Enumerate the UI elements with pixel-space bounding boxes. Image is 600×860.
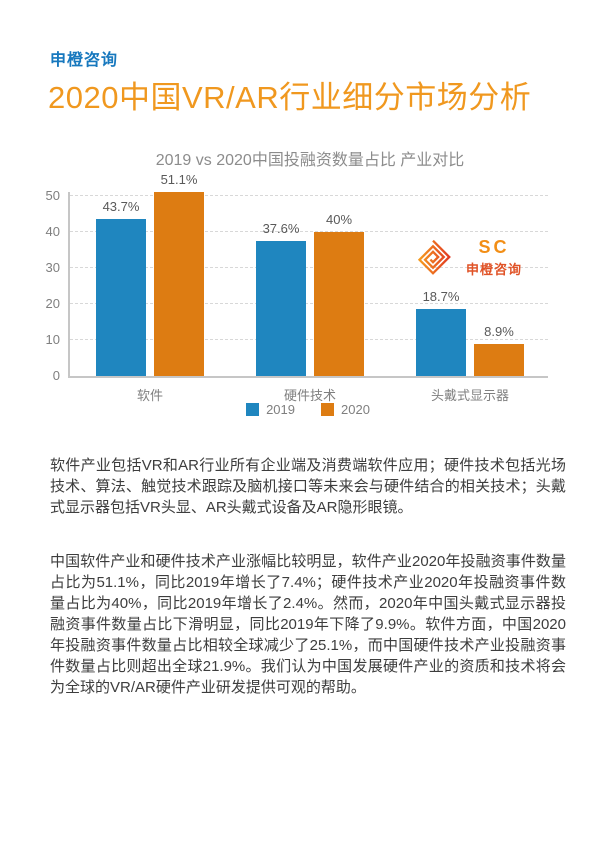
gridline-50 <box>70 195 548 196</box>
x-axis-label-硬件技术: 硬件技术 <box>283 388 336 403</box>
paragraph-analysis: 中国软件产业和硬件技术产业涨幅比较明显，软件产业2020年投融资事件数量占比为5… <box>50 553 566 696</box>
paragraph-definitions: 软件产业包括VR和AR行业所有企业端及消费端软件应用；硬件技术包括光场技术、算法… <box>50 457 566 516</box>
gridline-40 <box>70 231 548 232</box>
value-label-2019-软件: 43.7% <box>102 198 140 214</box>
diamond-spiral-icon <box>417 239 451 275</box>
gridline-30 <box>70 267 548 268</box>
legend-swatch-2019 <box>246 403 260 416</box>
logo-company-name: 申橙咨询 <box>466 261 523 277</box>
legend-swatch-2020 <box>321 403 334 416</box>
value-label-2020-头戴式显示器: 8.9% <box>484 323 514 339</box>
bar-2020-硬件技术 <box>314 232 364 376</box>
plot-area: 0 10 20 30 40 50 43.7% 51.1% 软件 37.6% 40% 硬件技术 18.7%… <box>46 172 548 403</box>
value-label-2019-硬件技术: 37.6% <box>262 220 300 236</box>
chart-title: 2019 vs 2020中国投融资数量占比 产业对比 <box>155 152 465 169</box>
bar-2019-软件 <box>96 218 146 376</box>
value-label-2020-硬件技术: 40% <box>325 212 353 227</box>
y-tick-label: 10 <box>45 332 60 347</box>
x-axis-label-软件: 软件 <box>136 388 163 403</box>
y-tick-label: 0 <box>52 368 60 383</box>
gridline-20 <box>70 303 548 304</box>
legend-label-2020: 2020 <box>341 402 370 417</box>
legend-label-2019: 2019 <box>266 402 295 417</box>
logo-text: SC 申橙咨询 <box>466 237 522 278</box>
value-label-2020-软件: 51.1% <box>160 172 198 188</box>
bar-2019-头戴式显示器 <box>416 308 466 376</box>
legend-item-2020: 2020 <box>321 402 370 417</box>
company-logo: SC 申橙咨询 <box>410 234 522 280</box>
y-tick-label: 30 <box>45 260 60 275</box>
logo-monogram: SC <box>478 236 510 257</box>
page-title: 2020中国VR/AR行业细分市场分析 <box>48 80 532 115</box>
bar-2019-硬件技术 <box>256 240 306 376</box>
chart-legend: 2019 2020 <box>68 402 548 417</box>
legend-item-2019: 2019 <box>246 402 295 417</box>
value-label-2019-头戴式显示器: 18.7% <box>422 288 460 304</box>
bar-2020-软件 <box>154 192 204 376</box>
gridline-10 <box>70 339 548 340</box>
y-tick-label: 50 <box>45 188 60 203</box>
y-tick-label: 40 <box>45 224 60 239</box>
bar-2020-头戴式显示器 <box>474 343 524 376</box>
x-axis-label-头戴式显示器: 头戴式显示器 <box>430 388 509 403</box>
y-tick-label: 20 <box>45 296 60 311</box>
brand-name: 申橙咨询 <box>50 52 119 69</box>
